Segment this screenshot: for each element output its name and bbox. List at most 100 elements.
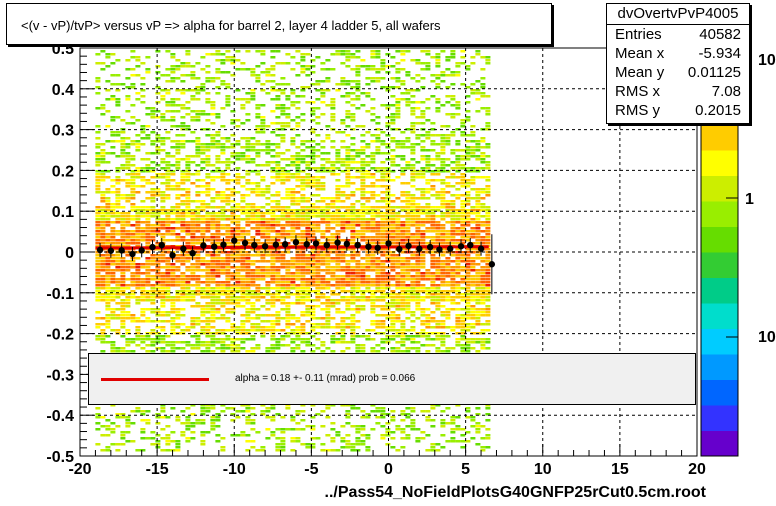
heat-cell [250,428,256,431]
heat-cell [405,293,411,296]
heat-cell [115,329,121,332]
heat-cell [325,227,331,230]
heat-cell [170,53,176,56]
heat-cell [300,341,306,344]
heat-cell [335,209,341,212]
heat-cell [180,176,186,179]
heat-cell [205,92,211,95]
heat-cell [120,347,126,350]
heat-cell [110,254,116,257]
heat-cell [365,227,371,230]
heat-cell [330,278,336,281]
heat-cell [270,254,276,257]
heat-cell [125,167,131,170]
heat-cell [225,290,231,293]
heat-cell [175,134,181,137]
heat-cell [405,284,411,287]
heat-cell [375,275,381,278]
heat-cell [345,269,351,272]
heat-cell [245,407,251,410]
heat-cell [255,317,261,320]
heat-cell [375,170,381,173]
heat-cell [290,302,296,305]
heat-cell [215,302,221,305]
heat-cell [375,344,381,347]
heat-cell [430,158,436,161]
heat-cell [325,287,331,290]
heat-cell [320,167,326,170]
heat-cell [295,221,301,224]
heat-cell [365,224,371,227]
heat-cell [195,248,201,251]
heat-cell [100,152,106,155]
heat-cell [360,284,366,287]
heat-cell [345,209,351,212]
heat-cell [320,449,326,452]
heat-cell [190,413,196,416]
heat-cell [330,242,336,245]
heat-cell [365,110,371,113]
heat-cell [170,284,176,287]
heat-cell [310,185,316,188]
heat-cell [325,203,331,206]
heat-cell [155,191,161,194]
heat-cell [330,317,336,320]
heat-cell [170,431,176,434]
heat-cell [330,272,336,275]
heat-cell [305,443,311,446]
heat-cell [425,230,431,233]
heat-cell [435,134,441,137]
heat-cell [440,161,446,164]
heat-cell [250,284,256,287]
heat-cell [380,140,386,143]
heat-cell [425,182,431,185]
heat-cell [165,74,171,77]
heat-cell [130,203,136,206]
heat-cell [220,338,226,341]
heat-cell [300,56,306,59]
heat-cell [245,257,251,260]
heat-cell [400,431,406,434]
heat-cell [250,191,256,194]
heat-cell [320,248,326,251]
heat-cell [190,119,196,122]
heat-cell [215,281,221,284]
heat-cell [135,338,141,341]
heat-cell [425,53,431,56]
heat-cell [195,287,201,290]
heat-cell [345,224,351,227]
heat-cell [250,317,256,320]
heat-cell [135,332,141,335]
heat-cell [430,230,436,233]
heat-cell [435,269,441,272]
heat-cell [335,212,341,215]
heat-cell [125,230,131,233]
heat-cell [225,278,231,281]
heat-cell [440,446,446,449]
heat-cell [390,350,396,353]
heat-cell [340,275,346,278]
heat-cell [105,170,111,173]
heat-cell [220,281,226,284]
heat-cell [245,254,251,257]
heat-cell [125,278,131,281]
heat-cell [395,176,401,179]
heat-cell [385,281,391,284]
heat-cell [350,248,356,251]
heat-cell [140,347,146,350]
heat-cell [345,239,351,242]
heat-cell [95,290,101,293]
heat-cell [145,167,151,170]
heat-cell [410,158,416,161]
heat-cell [115,416,121,419]
heat-cell [350,314,356,317]
heat-cell [365,416,371,419]
heat-cell [370,266,376,269]
heat-cell [180,116,186,119]
heat-cell [340,332,346,335]
heat-cell [375,299,381,302]
heat-cell [110,95,116,98]
heat-cell [170,212,176,215]
heat-cell [160,428,166,431]
heat-cell [280,236,286,239]
